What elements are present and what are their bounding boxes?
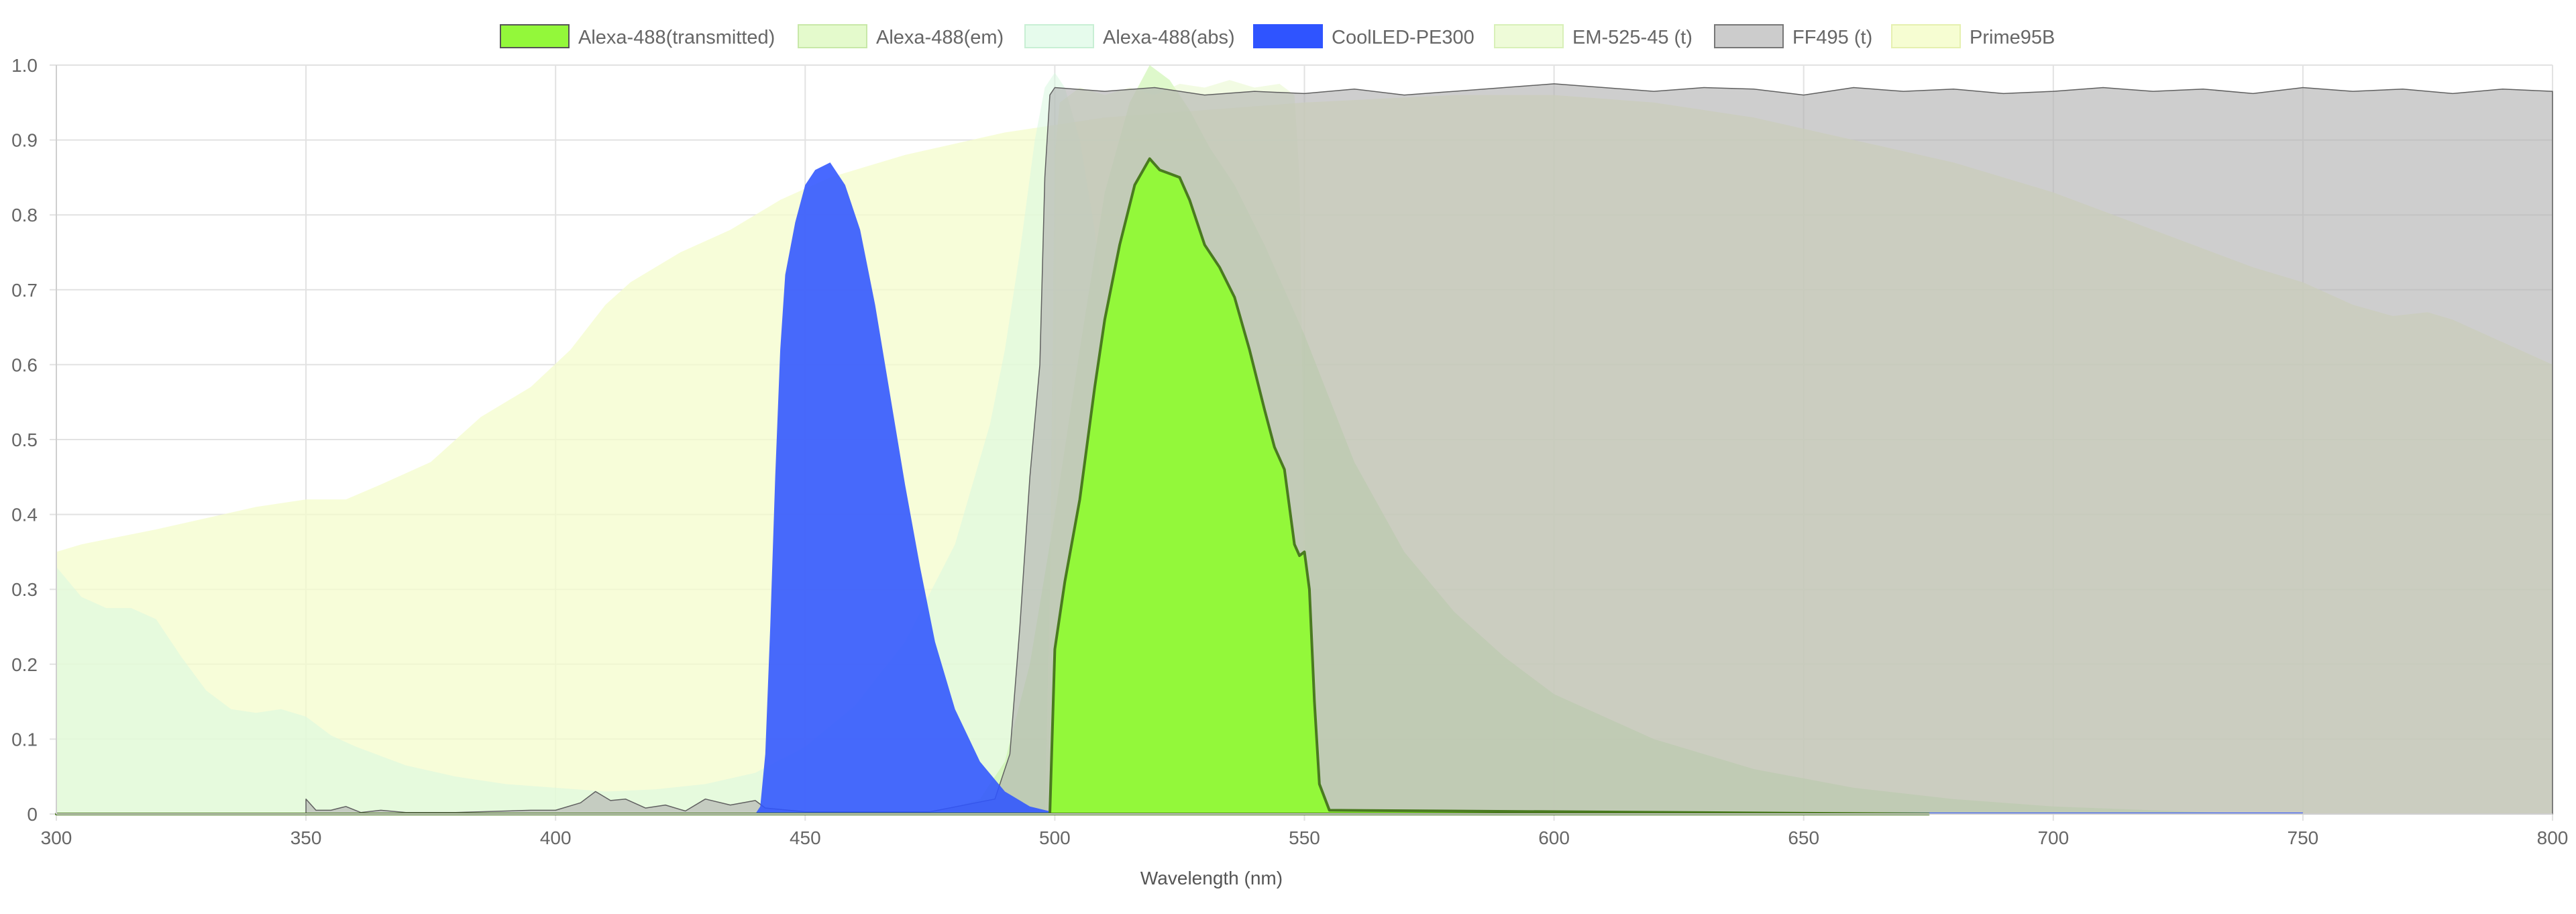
legend-item-ff495-t[interactable]: FF495 (t) <box>1714 24 1872 48</box>
x-tick-label: 600 <box>1538 827 1570 848</box>
y-tick-label: 0 <box>27 804 38 825</box>
x-tick-label: 750 <box>2288 827 2319 848</box>
y-tick-label: 0.7 <box>11 280 38 301</box>
legend-label: Alexa-488(transmitted) <box>578 27 775 48</box>
y-tick-label: 0.4 <box>11 505 38 525</box>
y-tick-label: 0.5 <box>11 429 38 450</box>
x-axis-title: Wavelength (nm) <box>1140 868 1283 888</box>
x-tick-label: 550 <box>1289 827 1320 848</box>
y-tick-label: 0.6 <box>11 354 38 375</box>
legend-swatch <box>1253 24 1323 48</box>
axes-layer: 300 350 400 450 500 550 600 650 700 750 800 0 0.1 0.2… <box>11 55 2568 848</box>
x-tick-label: 450 <box>790 827 821 848</box>
legend-swatch <box>1494 24 1564 48</box>
legend-swatch <box>798 24 867 48</box>
x-tick-label: 350 <box>290 827 322 848</box>
y-tick-label: 0.9 <box>11 130 38 151</box>
x-tick-label: 300 <box>41 827 72 848</box>
y-tick-label: 1.0 <box>11 55 38 76</box>
y-tick-label: 0.3 <box>11 579 38 600</box>
y-tick-label: 0.1 <box>11 729 38 750</box>
legend-item-coolled-pe300[interactable]: CoolLED-PE300 <box>1253 24 1474 48</box>
y-tick-label: 0.2 <box>11 654 38 675</box>
x-tick-label: 650 <box>1788 827 1819 848</box>
legend-item-alexa-488-abs[interactable]: Alexa-488(abs) <box>1024 24 1235 48</box>
x-tick-label: 400 <box>540 827 572 848</box>
x-tick-label: 700 <box>2037 827 2069 848</box>
series-area-ff495-t <box>305 83 2553 815</box>
y-tick-label: 0.8 <box>11 205 38 225</box>
legend-swatch <box>500 24 570 48</box>
legend-swatch <box>1714 24 1784 48</box>
legend-item-alexa-488-em[interactable]: Alexa-488(em) <box>798 24 1004 48</box>
x-tick-label: 800 <box>2537 827 2569 848</box>
legend-label: Prime95B <box>1970 27 2055 48</box>
legend-label: FF495 (t) <box>1792 27 1872 48</box>
legend-swatch <box>1891 24 1961 48</box>
legend[interactable]: Alexa-488(transmitted) Alexa-488(em) Alexa… <box>500 24 2055 48</box>
legend-label: CoolLED-PE300 <box>1332 27 1474 48</box>
series-area-alexa-488-transmitted <box>55 157 1930 815</box>
legend-label: Alexa-488(abs) <box>1103 27 1235 48</box>
legend-swatch <box>1024 24 1094 48</box>
x-tick-label: 500 <box>1039 827 1071 848</box>
legend-item-em-525-45-t[interactable]: EM-525-45 (t) <box>1494 24 1693 48</box>
legend-item-alexa-488-transmitted[interactable]: Alexa-488(transmitted) <box>500 24 775 48</box>
legend-label: Alexa-488(em) <box>876 27 1004 48</box>
legend-item-prime95b[interactable]: Prime95B <box>1891 24 2055 48</box>
series-layer <box>55 65 2553 815</box>
legend-label: EM-525-45 (t) <box>1572 27 1693 48</box>
